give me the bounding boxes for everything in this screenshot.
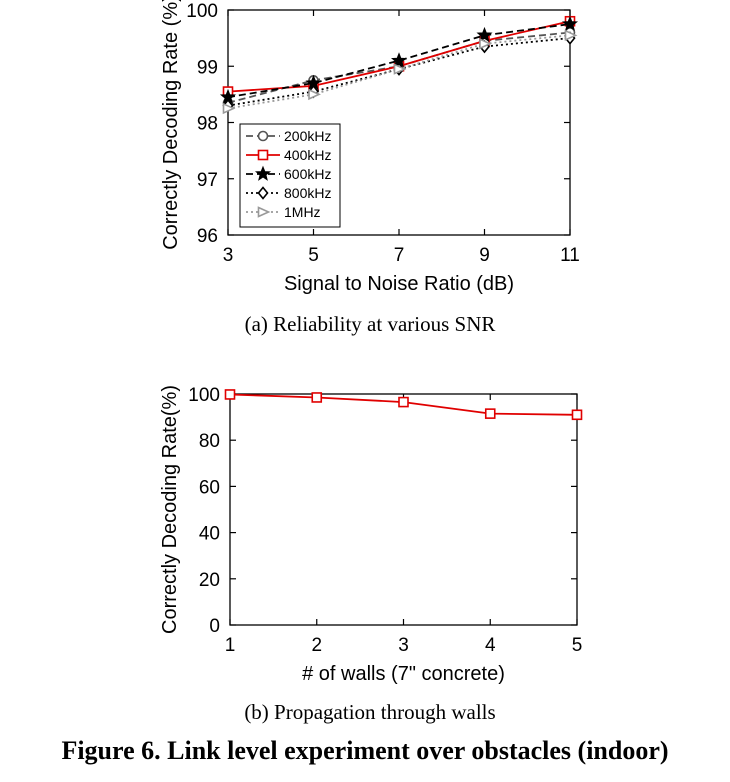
- y-tick-label: 97: [197, 170, 218, 191]
- x-tick-label: 3: [398, 635, 409, 656]
- data-point-1MHz: [393, 63, 407, 75]
- figure-caption: Figure 6. Link level experiment over obs…: [61, 736, 668, 765]
- legend-label: 600kHz: [284, 166, 331, 182]
- x-tick-label: 7: [394, 245, 405, 266]
- x-tick-label: 11: [560, 245, 580, 266]
- data-point-series-0: [311, 392, 323, 403]
- y-axis-label: Correctly Decoding Rate (%): [160, 0, 182, 250]
- legend-swatch-marker: [257, 186, 269, 200]
- data-point-series-0: [571, 409, 583, 421]
- legend-swatch-marker: [254, 165, 272, 181]
- y-tick-label: 0: [209, 616, 220, 637]
- chart-reliability-snr: 3 5 7 9 11 96 97 98 99 100 Signal to Noise Ratio (…: [160, 0, 580, 295]
- legend-label: 400kHz: [284, 147, 331, 163]
- legend-swatch-marker: [257, 206, 271, 218]
- x-axis-label: Signal to Noise Ratio (dB): [284, 273, 514, 295]
- legend-box: [239, 123, 341, 228]
- data-point-1MHz: [222, 102, 236, 115]
- x-tick-label: 5: [308, 245, 319, 266]
- x-tick-label: 2: [311, 635, 322, 656]
- data-point-600kHz: [561, 15, 579, 31]
- x-tick-label: 3: [223, 245, 234, 266]
- y-tick-label: 98: [197, 114, 218, 135]
- x-tick-label: 1: [225, 635, 236, 656]
- data-point-1MHz: [564, 29, 578, 42]
- data-point-1MHz: [308, 88, 321, 101]
- legend-label: 200kHz: [284, 128, 331, 144]
- y-tick-label: 100: [188, 385, 220, 406]
- x-tick-label: 9: [479, 245, 490, 266]
- y-tick-label: 40: [199, 524, 220, 545]
- caption-a: (a) Reliability at various SNR: [245, 312, 496, 336]
- data-point-series-0: [484, 408, 496, 419]
- x-tick-label: 5: [572, 635, 583, 656]
- data-point-series-0: [224, 389, 236, 400]
- data-point-1MHz: [479, 38, 492, 50]
- plot-frame: [229, 393, 578, 626]
- y-tick-label: 80: [199, 431, 220, 452]
- y-tick-label: 20: [199, 570, 220, 591]
- data-point-series-0: [398, 396, 409, 408]
- y-tick-label: 60: [199, 477, 220, 498]
- y-tick-label: 99: [197, 57, 218, 78]
- legend-swatch-marker: [257, 130, 269, 142]
- x-tick-label: 4: [485, 635, 496, 656]
- y-tick-label: 100: [186, 1, 218, 22]
- legend-swatch-marker: [257, 149, 269, 161]
- caption-b: (b) Propagation through walls: [244, 700, 495, 724]
- legend-label: 800kHz: [284, 185, 331, 201]
- legend-label: 1MHz: [284, 204, 321, 220]
- x-axis-label: # of walls (7" concrete): [302, 663, 505, 685]
- y-tick-label: 96: [197, 226, 218, 247]
- y-axis-label: Correctly Decoding Rate(%): [159, 385, 181, 634]
- series-line-600kHz: [227, 23, 571, 99]
- chart-propagation-walls: 1 2 3 4 5 0 20 40 60 80 100 # of walls (7" concrete…: [159, 385, 583, 685]
- data-point-600kHz: [476, 26, 493, 43]
